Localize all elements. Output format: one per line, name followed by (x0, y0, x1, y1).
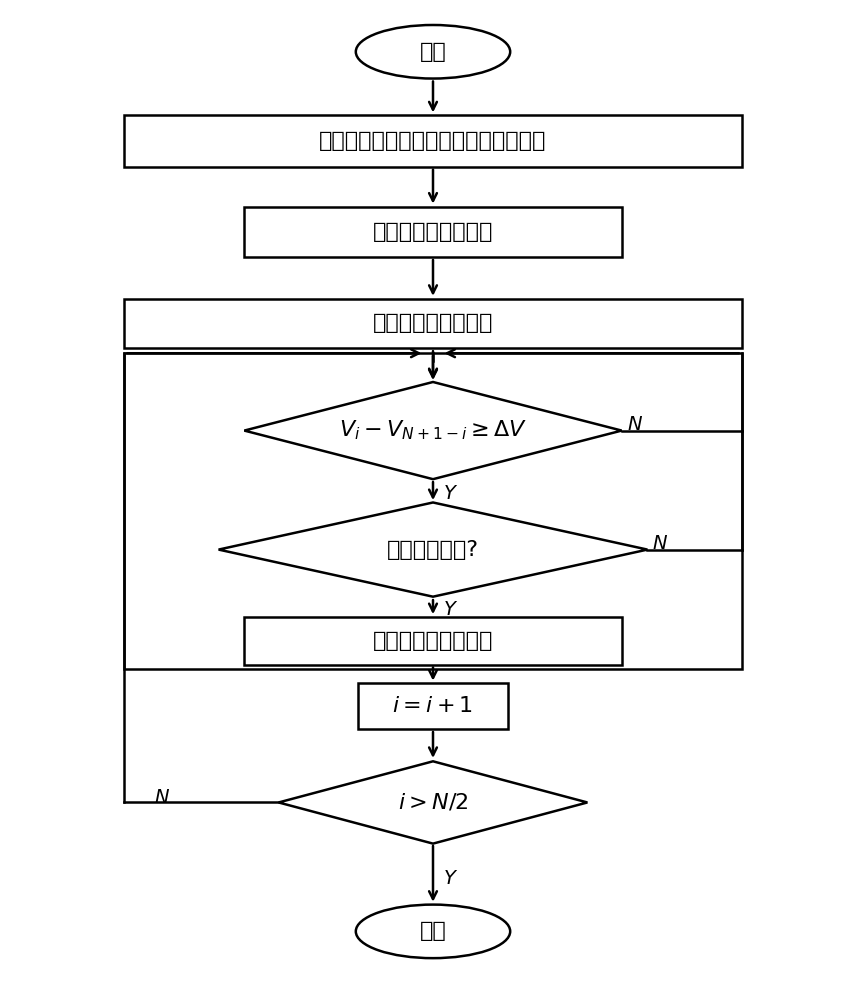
Text: 每半个工频周期对子模块电容电压采样: 每半个工频周期对子模块电容电压采样 (320, 131, 546, 151)
Text: N: N (653, 534, 667, 553)
Text: Y: Y (444, 484, 456, 503)
Text: 结束: 结束 (420, 921, 446, 941)
Text: 开始: 开始 (420, 42, 446, 62)
Text: 交换上升沿或下降沿: 交换上升沿或下降沿 (372, 631, 494, 651)
Text: 电容电压按降序排列: 电容电压按降序排列 (372, 313, 494, 333)
Text: 满足交换条件?: 满足交换条件? (387, 540, 479, 560)
Text: N: N (628, 415, 643, 434)
Text: $V_i - V_{N+1-i} \geq \Delta V$: $V_i - V_{N+1-i} \geq \Delta V$ (339, 419, 527, 442)
Text: $i > N/2$: $i > N/2$ (397, 792, 469, 813)
Text: Y: Y (444, 600, 456, 619)
Text: 滑动平均低通滤波器: 滑动平均低通滤波器 (372, 222, 494, 242)
Text: Y: Y (444, 869, 456, 888)
Text: $i=i+1$: $i=i+1$ (392, 696, 474, 716)
Text: N: N (154, 788, 169, 807)
